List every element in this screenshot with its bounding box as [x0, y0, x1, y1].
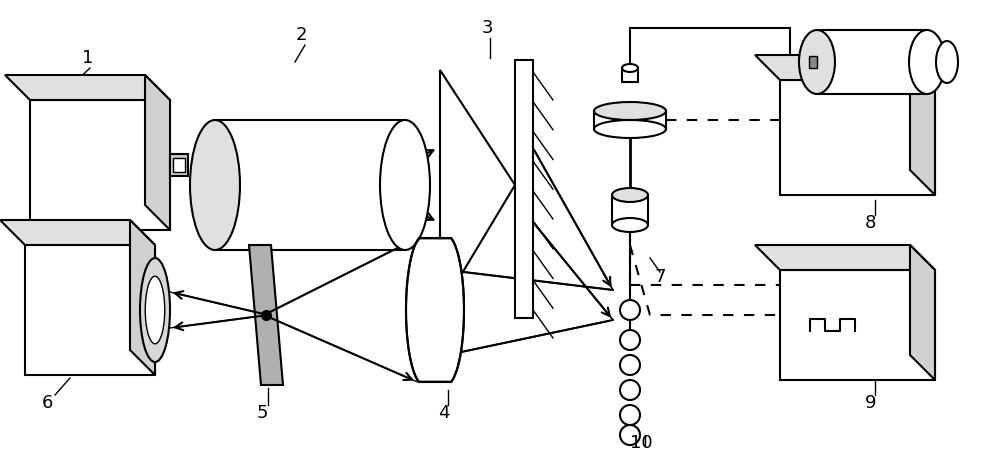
Polygon shape [0, 220, 155, 245]
Text: 7: 7 [654, 268, 666, 286]
Ellipse shape [909, 30, 945, 94]
Polygon shape [249, 245, 283, 385]
Ellipse shape [622, 64, 638, 72]
Ellipse shape [145, 276, 165, 344]
Circle shape [620, 425, 640, 445]
Polygon shape [910, 55, 935, 195]
Polygon shape [755, 245, 935, 270]
Circle shape [620, 300, 640, 320]
Polygon shape [25, 245, 155, 375]
Ellipse shape [594, 120, 666, 138]
Text: 1: 1 [82, 49, 93, 67]
Text: 2: 2 [296, 26, 308, 44]
Ellipse shape [594, 102, 666, 120]
Circle shape [620, 330, 640, 350]
Polygon shape [30, 100, 170, 230]
Polygon shape [5, 75, 170, 100]
Text: 8: 8 [865, 214, 876, 232]
Polygon shape [780, 270, 935, 380]
Circle shape [620, 380, 640, 400]
Polygon shape [515, 60, 533, 318]
Polygon shape [406, 238, 464, 382]
Ellipse shape [612, 188, 648, 202]
Polygon shape [910, 245, 935, 380]
Ellipse shape [140, 258, 170, 362]
Text: 4: 4 [438, 404, 450, 422]
Bar [170, 154, 188, 176]
Bar [173, 158, 185, 172]
Polygon shape [130, 220, 155, 375]
Polygon shape [780, 80, 935, 195]
Ellipse shape [612, 218, 648, 232]
Ellipse shape [936, 41, 958, 83]
Text: 10: 10 [630, 434, 653, 450]
Text: 3: 3 [482, 19, 494, 37]
Polygon shape [145, 75, 170, 230]
Text: 6: 6 [42, 394, 53, 412]
Polygon shape [817, 30, 927, 94]
Bar [809, 56, 817, 68]
Ellipse shape [380, 120, 430, 250]
Text: 5: 5 [257, 404, 268, 422]
Text: 9: 9 [865, 394, 876, 412]
Polygon shape [755, 55, 935, 80]
Polygon shape [440, 70, 515, 310]
Bar [594, 111, 666, 129]
Ellipse shape [799, 30, 835, 94]
Polygon shape [215, 120, 405, 250]
Circle shape [620, 355, 640, 375]
Ellipse shape [190, 120, 240, 250]
Circle shape [620, 405, 640, 425]
Bar [612, 195, 648, 225]
Bar [622, 68, 638, 82]
